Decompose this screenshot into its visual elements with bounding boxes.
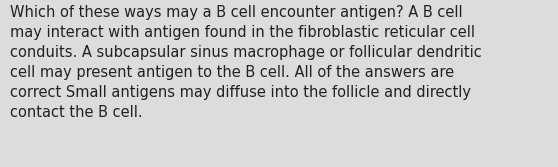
- Text: Which of these ways may a B cell encounter antigen? A B cell
may interact with a: Which of these ways may a B cell encount…: [10, 5, 482, 120]
